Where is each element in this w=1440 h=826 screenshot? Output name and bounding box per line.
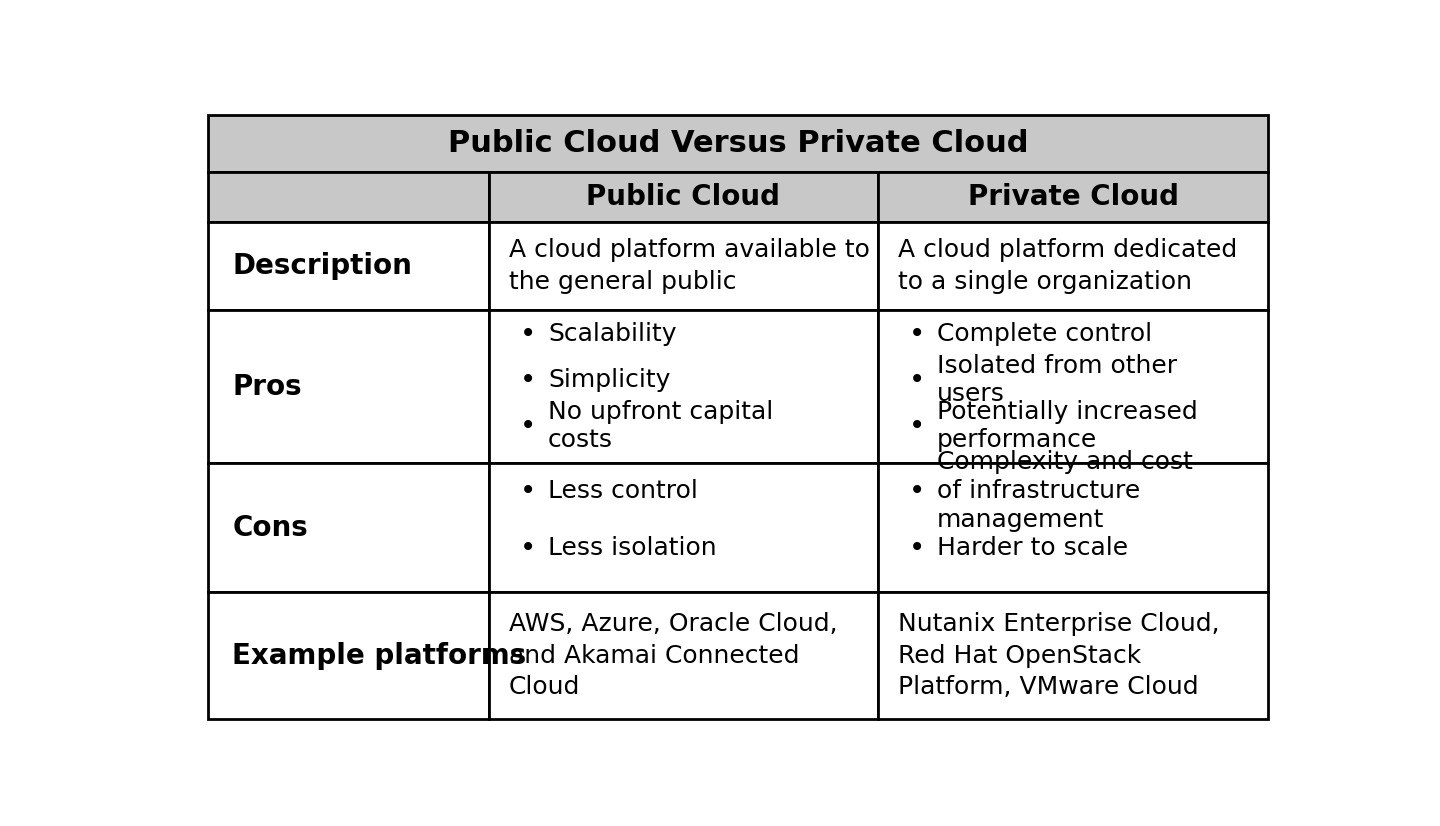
Bar <box>207 311 488 463</box>
Text: •: • <box>909 534 926 562</box>
Text: Complete control: Complete control <box>937 322 1152 346</box>
Bar <box>207 463 488 592</box>
Text: Cons: Cons <box>232 514 308 542</box>
Text: Potentially increased
performance: Potentially increased performance <box>937 400 1198 453</box>
Bar <box>488 221 878 311</box>
Text: Pros: Pros <box>232 373 302 401</box>
Text: Isolated from other
users: Isolated from other users <box>937 354 1178 406</box>
Bar <box>207 115 1269 172</box>
Text: Public Cloud Versus Private Cloud: Public Cloud Versus Private Cloud <box>448 129 1028 158</box>
Text: Less control: Less control <box>549 479 698 503</box>
Text: Simplicity: Simplicity <box>549 368 671 392</box>
Text: •: • <box>520 412 536 440</box>
Text: A cloud platform dedicated
to a single organization: A cloud platform dedicated to a single o… <box>899 238 1237 294</box>
Text: •: • <box>520 366 536 394</box>
Text: Harder to scale: Harder to scale <box>937 535 1128 559</box>
Bar <box>488 311 878 463</box>
Text: Scalability: Scalability <box>549 322 677 346</box>
Text: No upfront capital
costs: No upfront capital costs <box>549 400 773 453</box>
Bar <box>207 592 488 719</box>
Bar <box>488 463 878 592</box>
Text: AWS, Azure, Oracle Cloud,
and Akamai Connected
Cloud: AWS, Azure, Oracle Cloud, and Akamai Con… <box>508 612 838 699</box>
Bar <box>207 221 488 311</box>
Bar <box>488 172 878 221</box>
Bar <box>878 592 1269 719</box>
Bar <box>488 592 878 719</box>
Text: •: • <box>520 534 536 562</box>
Text: •: • <box>520 477 536 505</box>
Text: Private Cloud: Private Cloud <box>968 183 1178 211</box>
Text: •: • <box>909 320 926 348</box>
Text: Description: Description <box>232 252 412 280</box>
Text: •: • <box>520 320 536 348</box>
Bar <box>878 311 1269 463</box>
Bar <box>207 172 488 221</box>
Bar <box>878 463 1269 592</box>
Text: Public Cloud: Public Cloud <box>586 183 780 211</box>
Text: Less isolation: Less isolation <box>549 535 717 559</box>
Bar <box>878 221 1269 311</box>
Bar <box>878 172 1269 221</box>
Text: •: • <box>909 412 926 440</box>
Text: •: • <box>909 477 926 505</box>
Text: A cloud platform available to
the general public: A cloud platform available to the genera… <box>508 238 870 294</box>
Text: Nutanix Enterprise Cloud,
Red Hat OpenStack
Platform, VMware Cloud: Nutanix Enterprise Cloud, Red Hat OpenSt… <box>899 612 1220 699</box>
Text: Example platforms: Example platforms <box>232 642 527 670</box>
Text: •: • <box>909 366 926 394</box>
Text: Complexity and cost
of infrastructure
management: Complexity and cost of infrastructure ma… <box>937 450 1192 532</box>
